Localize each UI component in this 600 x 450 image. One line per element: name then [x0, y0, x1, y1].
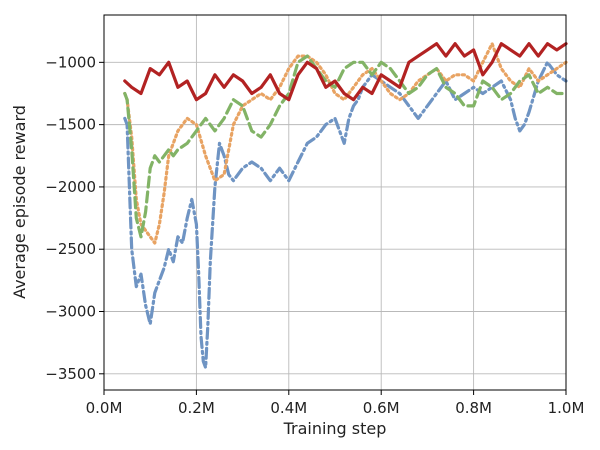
x-tick-label: 0.8M: [455, 399, 492, 417]
y-tick-label: −2500: [45, 240, 96, 258]
series-line-1: [123, 60, 568, 370]
y-tick-label: −1500: [45, 116, 96, 134]
plot-frame: [103, 14, 567, 391]
series-line-2: [123, 42, 568, 245]
y-axis-label: Average episode reward: [10, 105, 29, 299]
series-line-4: [123, 42, 568, 102]
x-tick-label: 1.0M: [548, 399, 585, 417]
y-tick-label: −1000: [45, 53, 96, 71]
x-tick-label: 0.6M: [363, 399, 400, 417]
x-tick-label: 0.4M: [270, 399, 307, 417]
x-axis-ticks: 0.0M 0.2M 0.4M 0.6M 0.8M 1.0M: [86, 390, 585, 417]
series-lines: [123, 42, 568, 370]
y-tick-label: −3500: [45, 365, 96, 383]
x-tick-label: 0.2M: [178, 399, 215, 417]
y-axis-ticks: −3500 −3000 −2500 −2000 −1500 −1000: [45, 53, 104, 383]
x-axis-label: Training step: [283, 419, 387, 438]
y-tick-label: −2000: [45, 178, 96, 196]
x-tick-label: 0.0M: [86, 399, 123, 417]
y-tick-label: −3000: [45, 303, 96, 321]
